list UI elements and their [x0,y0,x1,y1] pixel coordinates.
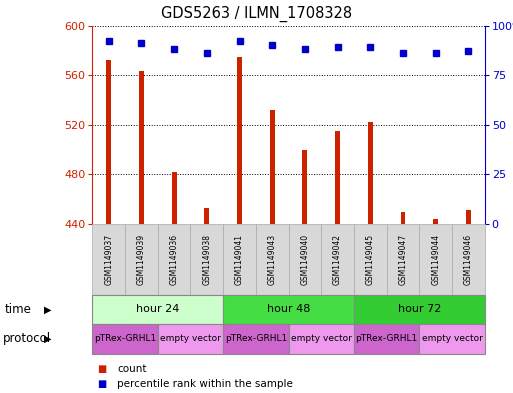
Text: GSM1149039: GSM1149039 [137,234,146,285]
Bar [270,110,274,224]
Text: pTRex-GRHL1: pTRex-GRHL1 [356,334,418,343]
Text: GSM1149047: GSM1149047 [399,234,407,285]
Text: GSM1149042: GSM1149042 [333,234,342,285]
Text: hour 48: hour 48 [267,305,310,314]
Text: percentile rank within the sample: percentile rank within the sample [117,379,293,389]
Text: protocol: protocol [3,332,51,345]
Text: GSM1149046: GSM1149046 [464,234,473,285]
Bar [303,150,307,224]
Text: GSM1149045: GSM1149045 [366,234,375,285]
Text: empty vector: empty vector [422,334,483,343]
Text: GSM1149037: GSM1149037 [104,234,113,285]
Text: ▶: ▶ [44,305,51,314]
Bar [139,72,144,224]
Text: empty vector: empty vector [291,334,352,343]
Text: GSM1149040: GSM1149040 [301,234,309,285]
Bar [172,172,176,224]
Text: GSM1149036: GSM1149036 [170,234,179,285]
Text: hour 24: hour 24 [136,305,180,314]
Bar [433,219,438,224]
Bar [237,57,242,224]
Text: ▶: ▶ [44,334,51,344]
Text: pTRex-GRHL1: pTRex-GRHL1 [94,334,156,343]
Bar [106,60,111,224]
Text: ■: ■ [97,379,107,389]
Text: GDS5263 / ILMN_1708328: GDS5263 / ILMN_1708328 [161,6,352,22]
Text: time: time [5,303,32,316]
Text: pTRex-GRHL1: pTRex-GRHL1 [225,334,287,343]
Text: ■: ■ [97,364,107,374]
Bar [204,208,209,224]
Bar [368,122,373,224]
Text: GSM1149043: GSM1149043 [268,234,277,285]
Text: hour 72: hour 72 [398,305,441,314]
Text: GSM1149038: GSM1149038 [202,234,211,285]
Text: GSM1149041: GSM1149041 [235,234,244,285]
Bar [335,131,340,224]
Text: GSM1149044: GSM1149044 [431,234,440,285]
Bar [401,211,405,224]
Text: count: count [117,364,147,374]
Text: empty vector: empty vector [160,334,221,343]
Bar [466,210,471,224]
